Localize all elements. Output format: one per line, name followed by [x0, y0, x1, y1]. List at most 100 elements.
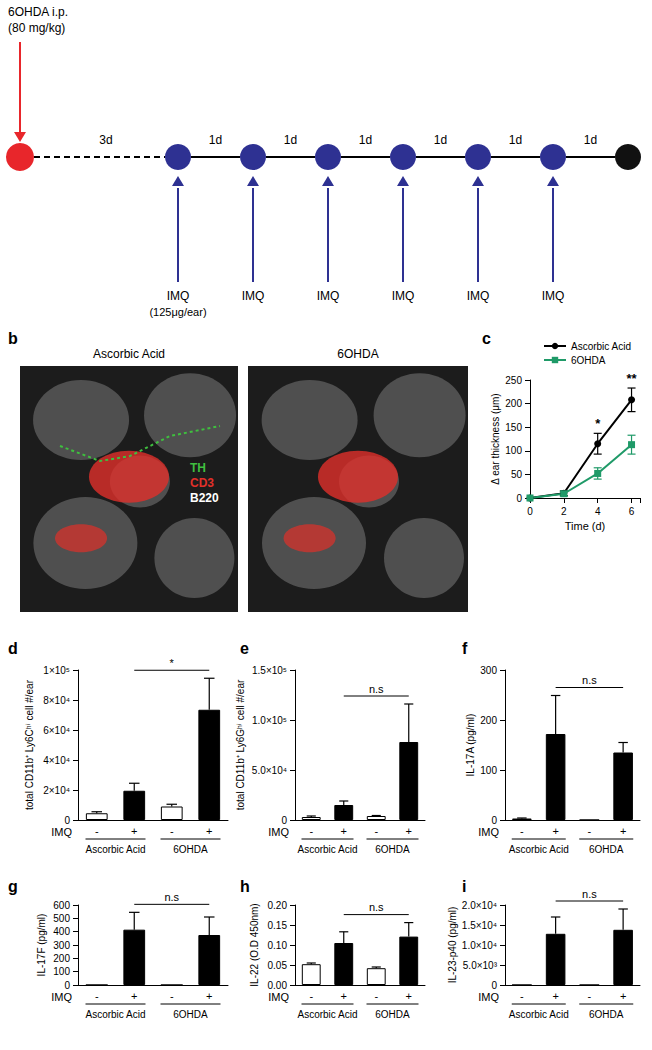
svg-text:+: +	[406, 990, 412, 1002]
svg-text:0: 0	[527, 506, 533, 517]
svg-text:n.s: n.s	[582, 888, 597, 900]
svg-text:-: -	[374, 990, 378, 1002]
svg-text:c: c	[482, 330, 491, 347]
svg-text:**: **	[626, 371, 637, 386]
svg-text:Δ ear thickness (μm): Δ ear thickness (μm)	[490, 393, 501, 484]
svg-text:-: -	[95, 825, 99, 837]
svg-text:n.s: n.s	[582, 674, 597, 686]
svg-text:IMQ: IMQ	[392, 289, 415, 303]
svg-text:IMQ: IMQ	[542, 289, 565, 303]
svg-text:+: +	[131, 990, 137, 1002]
svg-text:total CD11b⁺ Ly6Cʰⁱ cell #/ear: total CD11b⁺ Ly6Cʰⁱ cell #/ear	[24, 679, 35, 810]
svg-text:+: +	[552, 990, 558, 1002]
svg-text:Ascorbic Acid: Ascorbic Acid	[509, 844, 569, 855]
svg-text:1×10⁵: 1×10⁵	[43, 665, 70, 676]
svg-text:0: 0	[491, 980, 497, 991]
svg-text:n.s: n.s	[369, 901, 384, 913]
svg-text:100: 100	[480, 765, 497, 776]
svg-text:(125μg/ear): (125μg/ear)	[149, 306, 206, 318]
svg-text:300: 300	[480, 665, 497, 676]
svg-text:Ascorbic Acid: Ascorbic Acid	[509, 1009, 569, 1020]
svg-text:0.05: 0.05	[268, 960, 288, 971]
svg-text:6OHDA: 6OHDA	[589, 1009, 624, 1020]
svg-text:1d: 1d	[509, 133, 522, 147]
svg-text:0: 0	[491, 815, 497, 826]
svg-text:g: g	[8, 878, 18, 895]
svg-text:300: 300	[53, 940, 70, 951]
svg-text:Ascorbic Acid: Ascorbic Acid	[85, 1009, 145, 1020]
svg-text:IL-17A (pg/ml): IL-17A (pg/ml)	[465, 714, 476, 777]
svg-text:IMQ: IMQ	[478, 826, 499, 838]
svg-text:+: +	[620, 990, 626, 1002]
svg-text:total CD11b⁺ Ly6Gʰⁱ cell #/ear: total CD11b⁺ Ly6Gʰⁱ cell #/ear	[235, 679, 246, 810]
svg-text:+: +	[131, 825, 137, 837]
svg-text:1.5×10⁴: 1.5×10⁴	[462, 920, 497, 931]
svg-text:+: +	[620, 825, 626, 837]
svg-text:200: 200	[53, 953, 70, 964]
svg-text:-: -	[170, 825, 174, 837]
svg-text:150: 150	[505, 422, 522, 433]
svg-text:4: 4	[595, 506, 601, 517]
svg-text:5.0×10³: 5.0×10³	[463, 960, 498, 971]
svg-text:n.s: n.s	[164, 891, 179, 903]
svg-text:IMQ: IMQ	[51, 826, 72, 838]
svg-text:1d: 1d	[284, 133, 297, 147]
svg-text:1d: 1d	[359, 133, 372, 147]
svg-text:Ascorbic Acid: Ascorbic Acid	[297, 1009, 357, 1020]
svg-text:IMQ: IMQ	[317, 289, 340, 303]
svg-text:*: *	[170, 657, 175, 669]
svg-text:6OHDA: 6OHDA	[173, 844, 208, 855]
svg-text:-: -	[170, 990, 174, 1002]
svg-text:500: 500	[53, 913, 70, 924]
svg-text:+: +	[552, 825, 558, 837]
svg-text:e: e	[240, 640, 249, 657]
svg-text:1.5×10⁵: 1.5×10⁵	[252, 665, 287, 676]
svg-text:6: 6	[629, 506, 635, 517]
svg-text:*: *	[595, 416, 601, 431]
svg-text:f: f	[462, 640, 468, 657]
svg-text:200: 200	[505, 398, 522, 409]
svg-text:250: 250	[505, 375, 522, 386]
svg-text:6OHDA: 6OHDA	[337, 347, 378, 361]
svg-text:0: 0	[281, 815, 287, 826]
svg-text:8×10⁴: 8×10⁴	[43, 695, 70, 706]
svg-text:600: 600	[53, 900, 70, 911]
svg-text:+: +	[406, 825, 412, 837]
svg-text:6OHDA: 6OHDA	[375, 844, 410, 855]
svg-text:i: i	[462, 878, 466, 895]
svg-text:h: h	[240, 878, 250, 895]
svg-text:0.15: 0.15	[268, 920, 288, 931]
svg-text:-: -	[520, 825, 524, 837]
svg-text:Time (d): Time (d)	[565, 520, 606, 532]
svg-text:-: -	[520, 990, 524, 1002]
svg-text:100: 100	[53, 966, 70, 977]
svg-text:n.s: n.s	[369, 683, 384, 695]
svg-text:1d: 1d	[584, 133, 597, 147]
svg-text:-: -	[374, 825, 378, 837]
svg-text:0.00: 0.00	[268, 980, 288, 991]
svg-text:TH: TH	[190, 461, 206, 475]
svg-text:B220: B220	[190, 491, 219, 505]
svg-text:-: -	[588, 990, 592, 1002]
svg-text:0.20: 0.20	[268, 900, 288, 911]
svg-text:IMQ: IMQ	[268, 991, 289, 1003]
svg-text:1d: 1d	[209, 133, 222, 147]
svg-text:IMQ: IMQ	[242, 289, 265, 303]
svg-text:-: -	[309, 825, 313, 837]
svg-text:4×10⁴: 4×10⁴	[43, 755, 70, 766]
svg-text:2.0×10⁴: 2.0×10⁴	[462, 900, 497, 911]
svg-text:0.10: 0.10	[268, 940, 288, 951]
svg-text:IMQ: IMQ	[467, 289, 490, 303]
svg-text:IL-17F (pg/ml): IL-17F (pg/ml)	[36, 914, 47, 977]
svg-text:1.0×10⁵: 1.0×10⁵	[252, 715, 287, 726]
svg-text:IL-23-p40 (pg/ml): IL-23-p40 (pg/ml)	[447, 907, 458, 984]
svg-text:IMQ: IMQ	[478, 991, 499, 1003]
svg-text:200: 200	[480, 715, 497, 726]
svg-text:2×10⁴: 2×10⁴	[43, 785, 70, 796]
svg-text:100: 100	[505, 445, 522, 456]
svg-text:5.0×10⁴: 5.0×10⁴	[252, 765, 287, 776]
svg-text:6OHDA i.p.: 6OHDA i.p.	[8, 5, 68, 19]
svg-text:Ascorbic Acid: Ascorbic Acid	[297, 844, 357, 855]
svg-text:-: -	[95, 990, 99, 1002]
svg-text:Ascorbic Acid: Ascorbic Acid	[85, 844, 145, 855]
